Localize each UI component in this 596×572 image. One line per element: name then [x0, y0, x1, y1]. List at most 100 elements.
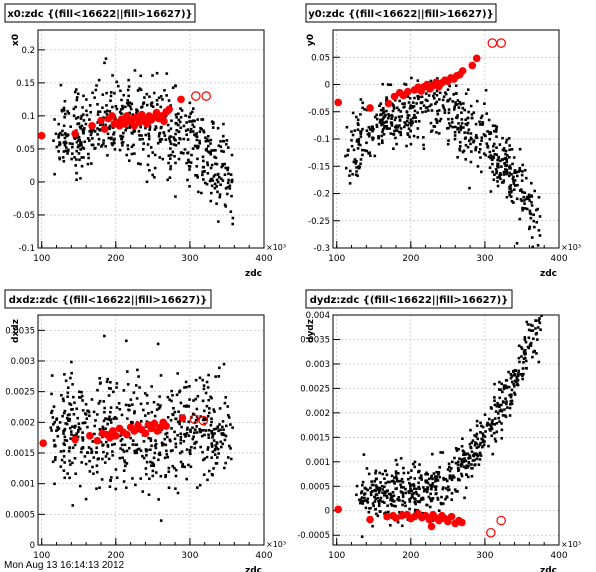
data-point — [141, 137, 144, 141]
data-point — [88, 414, 91, 418]
data-point — [211, 434, 215, 437]
data-point — [460, 458, 464, 461]
data-point — [472, 111, 476, 114]
data-point — [77, 136, 81, 139]
data-point — [168, 137, 171, 141]
data-point — [519, 198, 523, 201]
data-point — [426, 481, 430, 485]
data-point — [380, 484, 384, 488]
data-point — [86, 409, 90, 413]
data-point — [369, 493, 373, 497]
data-point — [93, 432, 96, 436]
data-point — [189, 428, 192, 432]
chart-title: y0:zdc {(fill<16622||fill>16627)} — [308, 9, 493, 20]
data-point — [98, 486, 101, 489]
y-tick-label: 0 — [30, 541, 35, 551]
data-point — [496, 184, 500, 188]
data-point — [495, 170, 499, 173]
data-point — [441, 487, 445, 491]
data-point — [112, 390, 115, 394]
data-point — [51, 416, 55, 419]
data-point — [414, 490, 418, 494]
data-point — [352, 148, 356, 152]
data-point — [95, 487, 98, 490]
data-point — [430, 487, 433, 491]
data-point — [153, 153, 157, 157]
data-point — [154, 471, 158, 474]
data-point — [107, 136, 111, 140]
data-point — [89, 133, 93, 137]
data-point — [61, 129, 64, 133]
data-point — [199, 445, 202, 449]
data-point — [359, 135, 363, 138]
data-point — [527, 197, 530, 201]
data-point — [407, 490, 411, 493]
data-point — [190, 153, 193, 157]
data-point — [492, 149, 495, 153]
data-point — [201, 399, 205, 403]
data-point — [227, 416, 231, 419]
data-point — [50, 374, 54, 377]
data-point — [419, 474, 423, 477]
data-point — [372, 136, 375, 140]
data-point — [453, 134, 457, 137]
data-point — [70, 371, 73, 375]
data-point — [396, 498, 399, 501]
data-point — [164, 443, 168, 447]
data-point — [394, 136, 397, 140]
data-point — [90, 398, 94, 401]
data-point — [409, 142, 413, 146]
data-point — [105, 109, 109, 113]
data-point — [395, 124, 398, 128]
data-point — [422, 136, 425, 139]
data-point — [529, 323, 533, 327]
data-point — [171, 413, 175, 417]
data-point — [438, 466, 441, 469]
data-point — [480, 424, 483, 428]
highlight-point — [366, 515, 374, 524]
data-point — [202, 458, 205, 462]
data-point — [52, 139, 55, 142]
data-point — [450, 117, 454, 121]
data-point — [92, 472, 95, 475]
y-axis-label: dxdz — [11, 319, 21, 343]
data-point — [62, 432, 65, 435]
data-point — [193, 431, 196, 435]
data-point — [440, 495, 443, 499]
data-point — [104, 455, 108, 458]
data-point — [53, 420, 56, 424]
data-point — [130, 403, 134, 406]
data-point — [441, 104, 445, 107]
data-point — [208, 411, 211, 415]
data-point — [505, 138, 509, 142]
data-point — [373, 500, 377, 503]
data-point — [366, 488, 369, 492]
data-point — [109, 479, 112, 483]
data-point — [221, 162, 224, 166]
data-point — [121, 107, 125, 110]
data-point — [365, 499, 369, 503]
data-point — [189, 127, 193, 131]
data-point — [60, 458, 64, 462]
data-point — [188, 101, 192, 105]
data-point — [498, 420, 501, 423]
data-point — [528, 211, 532, 215]
data-point — [176, 372, 179, 375]
data-point — [207, 398, 211, 402]
data-point — [510, 393, 513, 397]
data-point — [448, 469, 452, 473]
data-point — [389, 493, 393, 497]
data-point — [179, 460, 183, 464]
data-point — [209, 150, 212, 154]
data-point — [181, 462, 185, 466]
data-point — [463, 131, 466, 134]
data-point — [464, 158, 468, 161]
data-point — [80, 394, 84, 398]
data-point — [106, 422, 109, 426]
y-tick-label: -0.1 — [18, 244, 35, 254]
data-point — [78, 427, 82, 431]
data-point — [80, 124, 84, 128]
data-point — [522, 372, 525, 376]
data-point — [121, 144, 124, 147]
x-tick-label: 100 — [328, 551, 345, 561]
